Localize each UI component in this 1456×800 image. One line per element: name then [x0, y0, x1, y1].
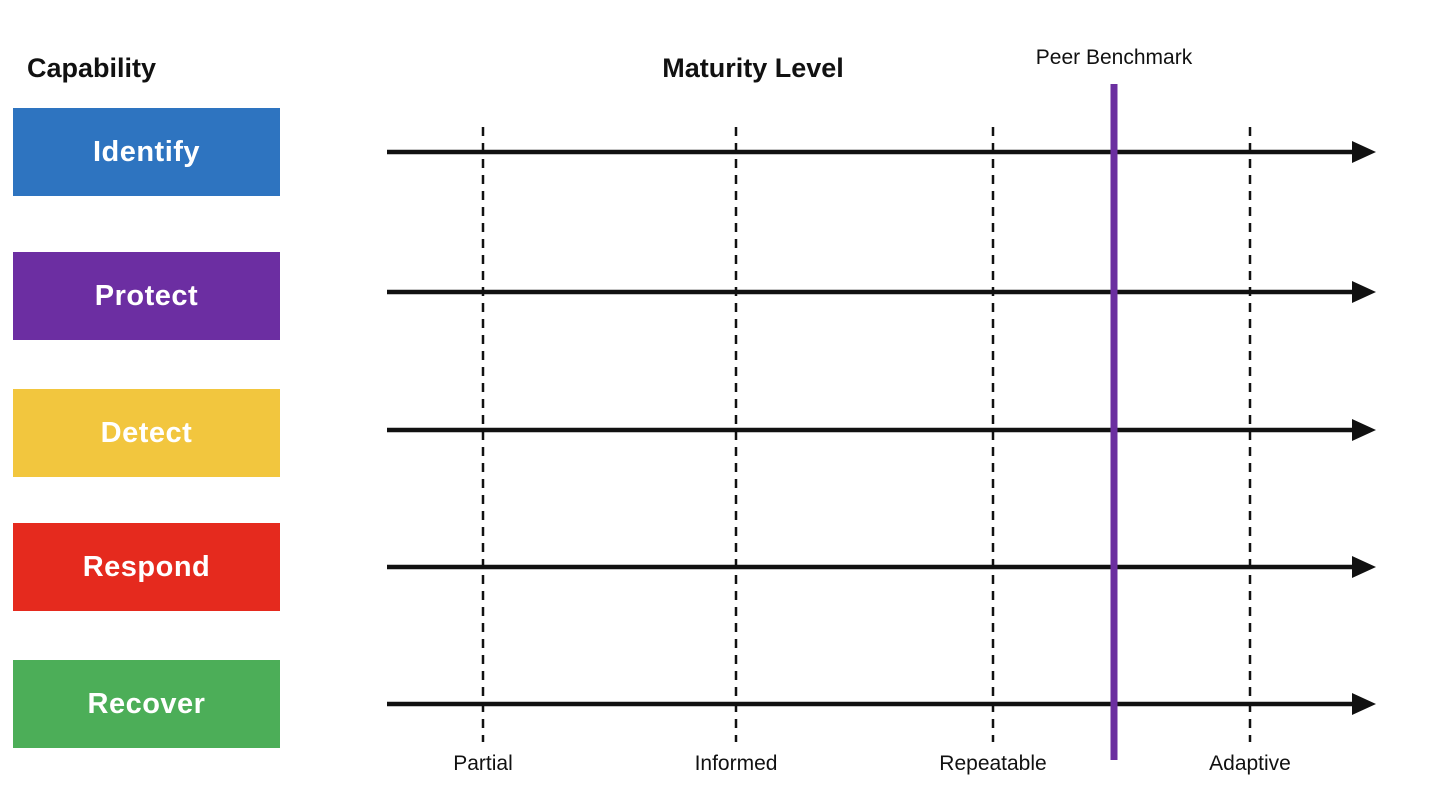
level-label-adaptive: Adaptive	[1209, 752, 1291, 775]
capability-label-recover: Recover	[87, 687, 206, 720]
maturity-level-title: Maturity Level	[662, 53, 844, 83]
capability-box-recover: Recover	[13, 660, 280, 748]
peer-benchmark-label: Peer Benchmark	[1035, 46, 1193, 69]
capability-box-respond: Respond	[13, 523, 280, 611]
capability-label-protect: Protect	[94, 279, 199, 312]
capability-label-identify: Identify	[92, 135, 201, 168]
axis-arrow-protect	[387, 281, 1376, 303]
level-label-partial: Partial	[453, 752, 513, 775]
capability-column-header: Capability	[27, 53, 157, 83]
axis-arrowhead-recover	[1352, 693, 1376, 715]
level-label-informed: Informed	[694, 752, 778, 775]
axis-arrow-recover	[387, 693, 1376, 715]
axis-arrow-identify	[387, 141, 1376, 163]
axis-arrowhead-protect	[1352, 281, 1376, 303]
capability-box-identify: Identify	[13, 108, 280, 196]
axis-arrowhead-detect	[1352, 419, 1376, 441]
capability-label-respond: Respond	[82, 550, 211, 583]
capability-box-detect: Detect	[13, 389, 280, 477]
capability-label-detect: Detect	[100, 416, 193, 449]
capability-box-protect: Protect	[13, 252, 280, 340]
level-label-repeatable: Repeatable	[939, 752, 1047, 775]
axis-arrow-detect	[387, 419, 1376, 441]
axis-arrowhead-identify	[1352, 141, 1376, 163]
axis-arrow-respond	[387, 556, 1376, 578]
axis-arrowhead-respond	[1352, 556, 1376, 578]
